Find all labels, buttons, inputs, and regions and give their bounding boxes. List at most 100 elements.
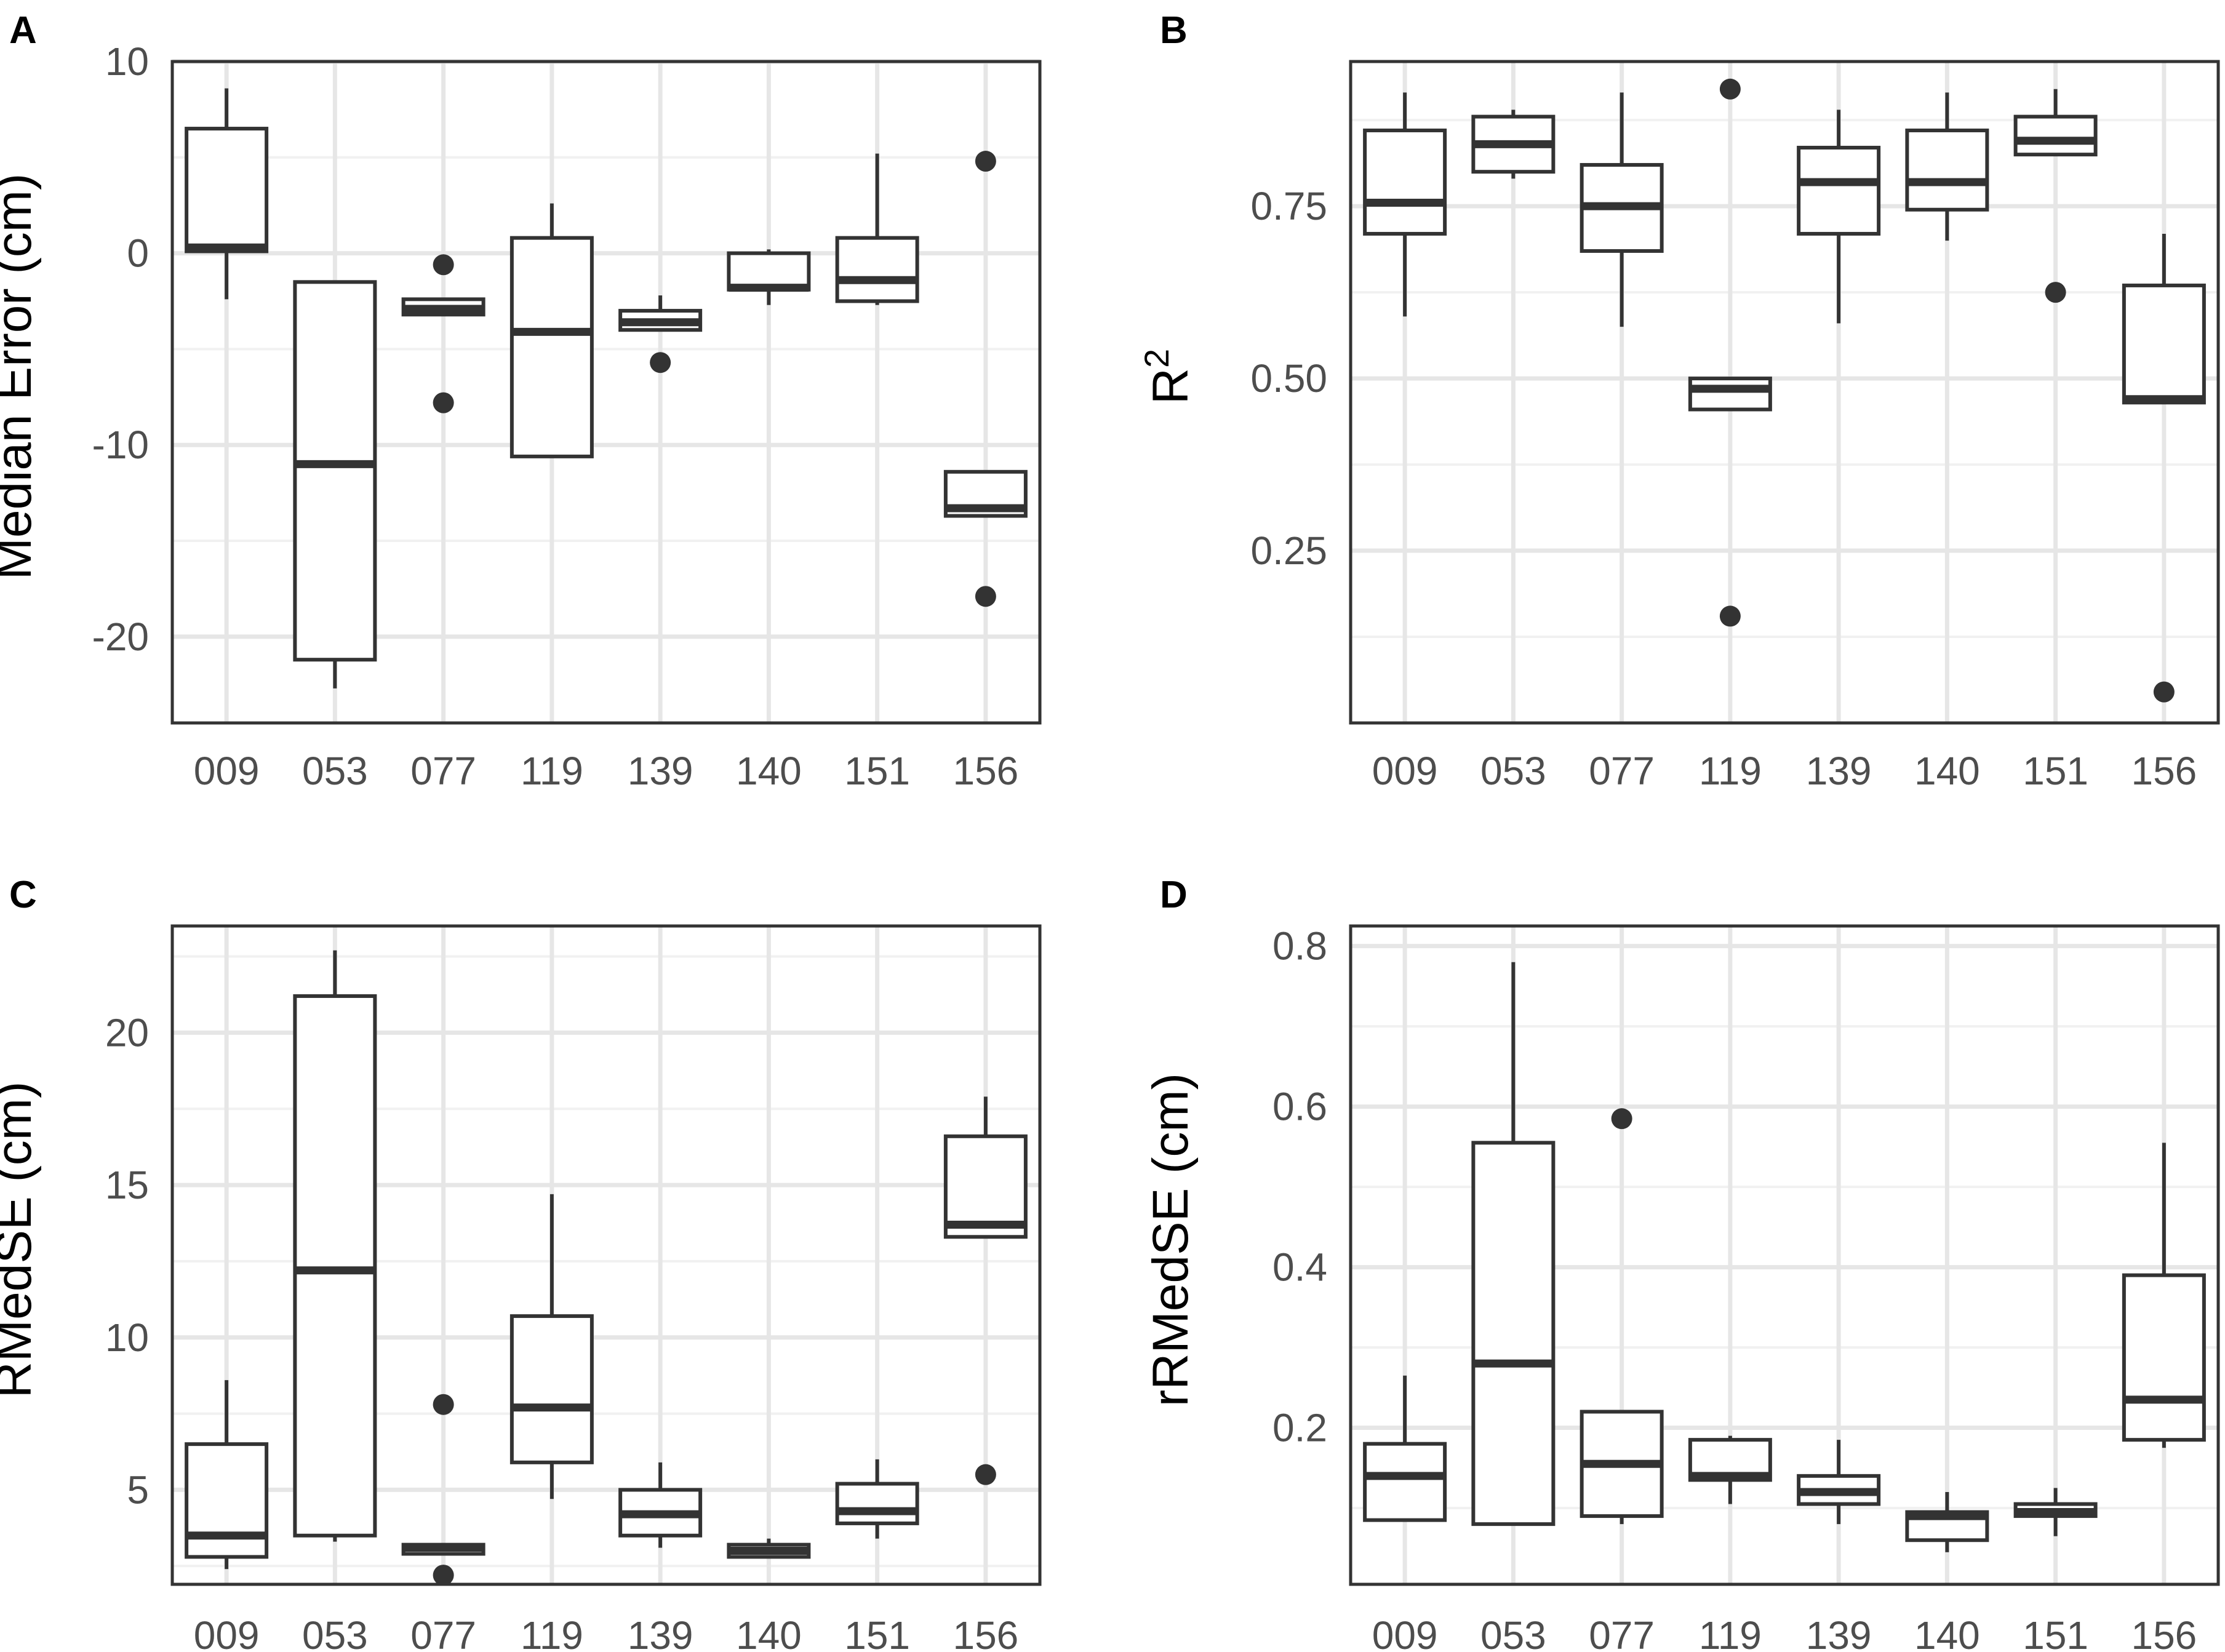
panel-d-box-139 (1797, 1440, 1881, 1525)
panel-c: C 20 15 10 5 009 053 077 119 139 140 151 156 RMedSE … (0, 874, 1042, 1652)
panel-b-plot-frame (1349, 60, 2220, 725)
outlier-point (1611, 1108, 1632, 1130)
panel-a-plot-frame (170, 60, 1042, 725)
iqr-box (293, 994, 377, 1538)
panel-a-x-tick-label-077: 077 (410, 749, 476, 793)
panel-d-box-077 (1580, 1108, 1664, 1525)
panel-a-x-tick-label-009: 009 (194, 749, 260, 793)
panel-d-box-151 (2013, 1488, 2098, 1536)
panel-c-box-151 (835, 1459, 919, 1539)
panel-d-y-tick-label: 0.2 (1272, 1406, 1327, 1450)
panel-a-y-tick-label: -20 (92, 615, 150, 659)
panel-b-x-tick-label-053: 053 (1480, 749, 1546, 793)
panel-a-x-tick-label-139: 139 (628, 749, 693, 793)
panel-a-y-axis-title: Median Error (cm) (0, 174, 42, 580)
panel-d-x-tick-label-119: 119 (1699, 1613, 1762, 1652)
panel-c-box-009 (185, 1380, 269, 1570)
panel-a-box-151 (835, 153, 919, 305)
panel-a-x-tick-label-156: 156 (953, 749, 1018, 793)
panel-a-y-tick-label: -10 (92, 423, 150, 467)
iqr-box (835, 1482, 919, 1525)
outlier-point (433, 254, 454, 276)
panel-label-c: C (9, 874, 37, 916)
panel-b-box-140 (1905, 92, 1989, 241)
panel-b-box-151 (2013, 89, 2098, 303)
panel-a-box-053 (293, 280, 377, 688)
panel-label-a: A (9, 9, 37, 52)
panel-b-y-tick-label: 0.75 (1250, 184, 1327, 228)
panel-c-x-tick-label-156: 156 (953, 1613, 1018, 1652)
panel-d-y-tick-label: 0.4 (1272, 1245, 1327, 1290)
panel-c-x-tick-label-139: 139 (628, 1613, 693, 1652)
panel-c-x-tick-label-140: 140 (736, 1613, 802, 1652)
panel-label-b: B (1160, 9, 1188, 52)
outlier-point (650, 352, 671, 373)
iqr-box (2122, 1273, 2206, 1442)
iqr-box (509, 1314, 594, 1464)
panel-d-box-053 (1471, 962, 1556, 1526)
panel-d: D 0.8 0.6 0.4 0.2 009 053 077 119 139 140 151 156 rR… (1143, 874, 2220, 1652)
panel-d-y-axis-title: rRMedSE (cm) (1143, 1073, 1199, 1407)
panel-b-x-tick-label-009: 009 (1372, 749, 1438, 793)
panel-a-box-156 (943, 151, 1028, 607)
outlier-point (2045, 282, 2066, 303)
iqr-box (1797, 145, 1881, 236)
panel-b-box-119 (1688, 78, 1772, 627)
panel-c-x-tick-label-053: 053 (302, 1613, 368, 1652)
panel-b-box-156 (2122, 233, 2206, 703)
panel-b-x-tick-label-139: 139 (1806, 749, 1872, 793)
panel-b-y-tick-label: 0.25 (1250, 529, 1327, 573)
panel-label-d: D (1160, 874, 1188, 916)
iqr-box (1471, 1141, 1556, 1526)
outlier-point (433, 1565, 454, 1586)
panel-b-x-tick-label-077: 077 (1589, 749, 1655, 793)
panel-b-box-053 (1471, 110, 1556, 179)
iqr-box (185, 127, 269, 253)
outlier-point (975, 151, 996, 172)
iqr-box (1363, 1442, 1447, 1522)
panel-b-x-tick-label-140: 140 (1914, 749, 1980, 793)
outlier-point (2153, 681, 2175, 703)
iqr-box (293, 280, 377, 662)
panel-b-y-axis-title: R2 (1137, 349, 1199, 404)
panel-a-box-077 (401, 254, 485, 413)
panel-b-y-tick-label: 0.50 (1250, 356, 1327, 401)
iqr-box (185, 1442, 269, 1559)
panel-b-x-tick-label-119: 119 (1699, 749, 1762, 793)
panel-b-x-tick-label-151: 151 (2023, 749, 2088, 793)
panel-c-y-tick-label: 15 (105, 1163, 149, 1207)
panel-c-box-139 (618, 1462, 703, 1548)
panel-a-box-119 (509, 203, 594, 458)
panel-c-x-tick-label-151: 151 (844, 1613, 910, 1652)
panel-c-y-tick-label: 5 (127, 1467, 149, 1512)
panel-a-box-140 (727, 249, 811, 305)
panel-d-plot-frame (1349, 924, 2220, 1586)
outlier-point (1719, 605, 1741, 627)
panel-c-box-053 (293, 950, 377, 1542)
outlier-point (975, 586, 996, 607)
outlier-point (433, 1394, 454, 1415)
panel-d-x-tick-label-009: 009 (1372, 1613, 1438, 1652)
panel-d-box-156 (2122, 1143, 2206, 1448)
panel-a-x-tick-label-053: 053 (302, 749, 368, 793)
panel-a-x-tick-label-140: 140 (736, 749, 802, 793)
panel-c-x-tick-label-009: 009 (194, 1613, 260, 1652)
panel-d-x-tick-label-053: 053 (1480, 1613, 1546, 1652)
panel-c-plot-frame (170, 924, 1042, 1586)
panel-c-y-tick-label: 10 (105, 1315, 149, 1360)
panel-d-box-119 (1688, 1435, 1772, 1504)
panel-b: B 0.75 0.50 0.25 009 053 077 119 139 140 151 156 R2 (1137, 9, 2220, 793)
panel-d-x-tick-label-077: 077 (1589, 1613, 1655, 1652)
panel-a-box-139 (618, 295, 703, 373)
iqr-box (2013, 114, 2098, 157)
panel-d-x-tick-label-151: 151 (2023, 1613, 2088, 1652)
panel-c-box-119 (509, 1194, 594, 1499)
panel-d-box-009 (1363, 1375, 1447, 1522)
panel-a-y-tick-label: 10 (105, 39, 149, 84)
panel-d-x-tick-label-156: 156 (2131, 1613, 2197, 1652)
panel-a-y-tick-label: 0 (127, 231, 149, 276)
panel-a-x-tick-label-151: 151 (844, 749, 910, 793)
iqr-box (943, 1134, 1028, 1239)
iqr-box (1363, 128, 1447, 236)
